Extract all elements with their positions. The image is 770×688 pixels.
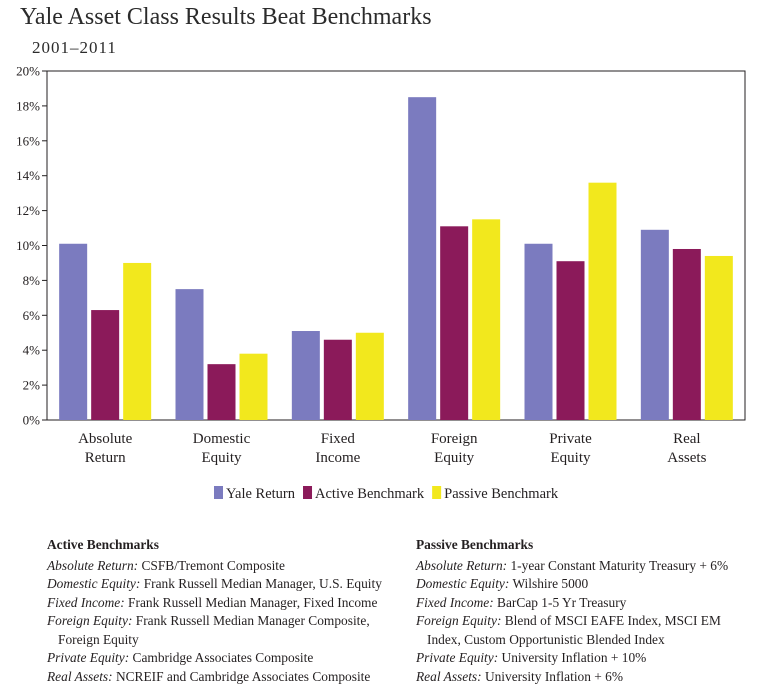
bar <box>672 248 701 420</box>
x-tick-label: Equity <box>434 450 474 466</box>
plot-frame <box>46 70 746 421</box>
bar <box>408 97 437 421</box>
bar <box>355 332 384 420</box>
bar <box>175 289 204 420</box>
bar <box>440 226 469 420</box>
active-benchmark-line-text: Frank Russell Median Manager, U.S. Equit… <box>140 576 382 591</box>
y-tick-label: 12% <box>16 203 40 218</box>
x-tick-label: Income <box>315 450 360 466</box>
active-benchmark-line: Foreign Equity <box>47 631 397 650</box>
chart-title: Yale Asset Class Results Beat Benchmarks <box>20 4 432 30</box>
active-benchmark-line-label: Fixed Income: <box>47 594 125 610</box>
passive-benchmark-line-text: Wilshire 5000 <box>509 576 589 591</box>
passive-benchmark-line-label: Fixed Income: <box>416 594 494 610</box>
bar-chart: 0% 2% 4% 6% 8% 10% 12% 14% 16% 18% 20% Absolute Retu… <box>16 64 746 502</box>
passive-benchmarks-notes: Passive Benchmarks Absolute Return: 1-ye… <box>416 536 766 686</box>
active-benchmark-line-label: Absolute Return: <box>47 557 139 573</box>
active-benchmark-line-text: Frank Russell Median Manager Composite, <box>132 613 370 628</box>
passive-benchmark-line-label: Real Assets: <box>416 668 482 684</box>
y-tick-label: 20% <box>16 64 40 79</box>
passive-benchmark-line-text: BarCap 1-5 Yr Treasury <box>493 594 627 610</box>
x-tick-label: Return <box>85 450 126 466</box>
active-benchmark-line: Absolute Return: CSFB/Tremont Composite <box>47 557 397 576</box>
y-tick-label: 2% <box>23 378 41 393</box>
passive-benchmarks-heading: Passive Benchmarks <box>416 537 534 552</box>
legend-label: Passive Benchmark <box>444 486 559 502</box>
passive-benchmark-line: Domestic Equity: Wilshire 5000 <box>416 575 766 594</box>
active-benchmarks-notes: Active Benchmarks Absolute Return: CSFB/… <box>47 536 397 686</box>
x-tick-label: Real <box>673 431 701 447</box>
active-benchmark-line: Private Equity: Cambridge Associates Com… <box>47 649 397 668</box>
legend-swatch <box>214 486 223 499</box>
passive-benchmark-line: Foreign Equity: Blend of MSCI EAFE Index… <box>416 612 766 631</box>
x-tick-label: Assets <box>667 450 706 466</box>
passive-benchmark-line-text: University Inflation + 6% <box>481 668 624 684</box>
passive-benchmark-line: Absolute Return: 1-year Constant Maturit… <box>416 557 766 576</box>
active-benchmark-line: Foreign Equity: Frank Russell Median Man… <box>47 612 397 631</box>
passive-benchmark-line-label: Domestic Equity: <box>416 576 510 591</box>
y-tick-label: 4% <box>23 343 41 358</box>
active-benchmark-line-text: CSFB/Tremont Composite <box>138 557 285 573</box>
active-benchmark-line-label: Private Equity: <box>47 650 130 665</box>
active-benchmark-line: Real Assets: NCREIF and Cambridge Associ… <box>47 668 397 687</box>
active-benchmarks-heading: Active Benchmarks <box>47 537 159 552</box>
x-tick-label: Domestic <box>193 431 251 447</box>
x-tick-label: Foreign <box>431 431 478 447</box>
legend-swatch <box>303 486 313 499</box>
passive-benchmarks-list: Absolute Return: 1-year Constant Maturit… <box>416 557 766 687</box>
legend-label: Active Benchmark <box>315 486 425 502</box>
passive-benchmark-line-label: Foreign Equity: <box>416 613 502 628</box>
passive-benchmark-line: Fixed Income: BarCap 1-5 Yr Treasury <box>416 594 766 613</box>
bar <box>207 364 236 420</box>
passive-benchmark-line: Private Equity: University Inflation + 1… <box>416 649 766 668</box>
bar <box>91 310 120 420</box>
bar <box>588 182 617 420</box>
passive-benchmark-line-text: Blend of MSCI EAFE Index, MSCI EM <box>501 613 721 628</box>
chart-subtitle: 2001–2011 <box>32 38 117 57</box>
active-benchmark-line-text: Frank Russell Median Manager, Fixed Inco… <box>124 594 378 610</box>
bar <box>704 255 733 420</box>
passive-benchmark-line-text: 1-year Constant Maturity Treasury + 6% <box>507 557 729 573</box>
y-tick-label: 0% <box>23 413 41 428</box>
bar <box>291 331 320 420</box>
passive-benchmark-line: Real Assets: University Inflation + 6% <box>416 668 766 687</box>
active-benchmark-line: Domestic Equity: Frank Russell Median Ma… <box>47 575 397 594</box>
legend-label: Yale Return <box>226 486 296 502</box>
bar <box>123 262 152 420</box>
x-tick-label: Private <box>549 431 592 447</box>
bar <box>472 219 501 420</box>
active-benchmark-line-label: Foreign Equity: <box>47 613 133 628</box>
bar <box>556 261 585 420</box>
bar <box>323 339 352 420</box>
bar <box>640 229 669 420</box>
passive-benchmark-line-label: Private Equity: <box>416 650 499 665</box>
y-tick-label: 6% <box>23 308 41 323</box>
x-tick-label: Absolute <box>78 431 133 447</box>
bar <box>239 353 268 420</box>
x-tick-label: Equity <box>551 450 591 466</box>
active-benchmarks-list: Absolute Return: CSFB/Tremont Composite D… <box>47 557 397 687</box>
active-benchmark-line-text: NCREIF and Cambridge Associates Composit… <box>112 668 371 684</box>
legend-swatch <box>432 486 442 499</box>
y-tick-label: 8% <box>23 273 41 288</box>
passive-benchmark-line-text: University Inflation + 10% <box>498 650 647 665</box>
active-benchmark-line-text: Foreign Equity <box>58 631 139 647</box>
active-benchmark-line: Fixed Income: Frank Russell Median Manag… <box>47 594 397 613</box>
x-tick-label: Equity <box>202 450 242 466</box>
passive-benchmark-line: Index, Custom Opportunistic Blended Inde… <box>416 631 766 650</box>
bar <box>59 243 88 420</box>
x-tick-label: Fixed <box>321 431 356 447</box>
y-tick-label: 14% <box>16 168 40 183</box>
passive-benchmark-line-label: Absolute Return: <box>416 557 508 573</box>
y-tick-label: 16% <box>16 133 40 148</box>
active-benchmark-line-label: Domestic Equity: <box>47 576 141 591</box>
active-benchmark-line-text: Cambridge Associates Composite <box>129 650 314 665</box>
y-tick-label: 10% <box>16 238 40 253</box>
bar <box>524 243 553 420</box>
active-benchmark-line-label: Real Assets: <box>47 668 113 684</box>
passive-benchmark-line-text: Index, Custom Opportunistic Blended Inde… <box>427 631 665 647</box>
y-tick-label: 18% <box>16 98 40 113</box>
